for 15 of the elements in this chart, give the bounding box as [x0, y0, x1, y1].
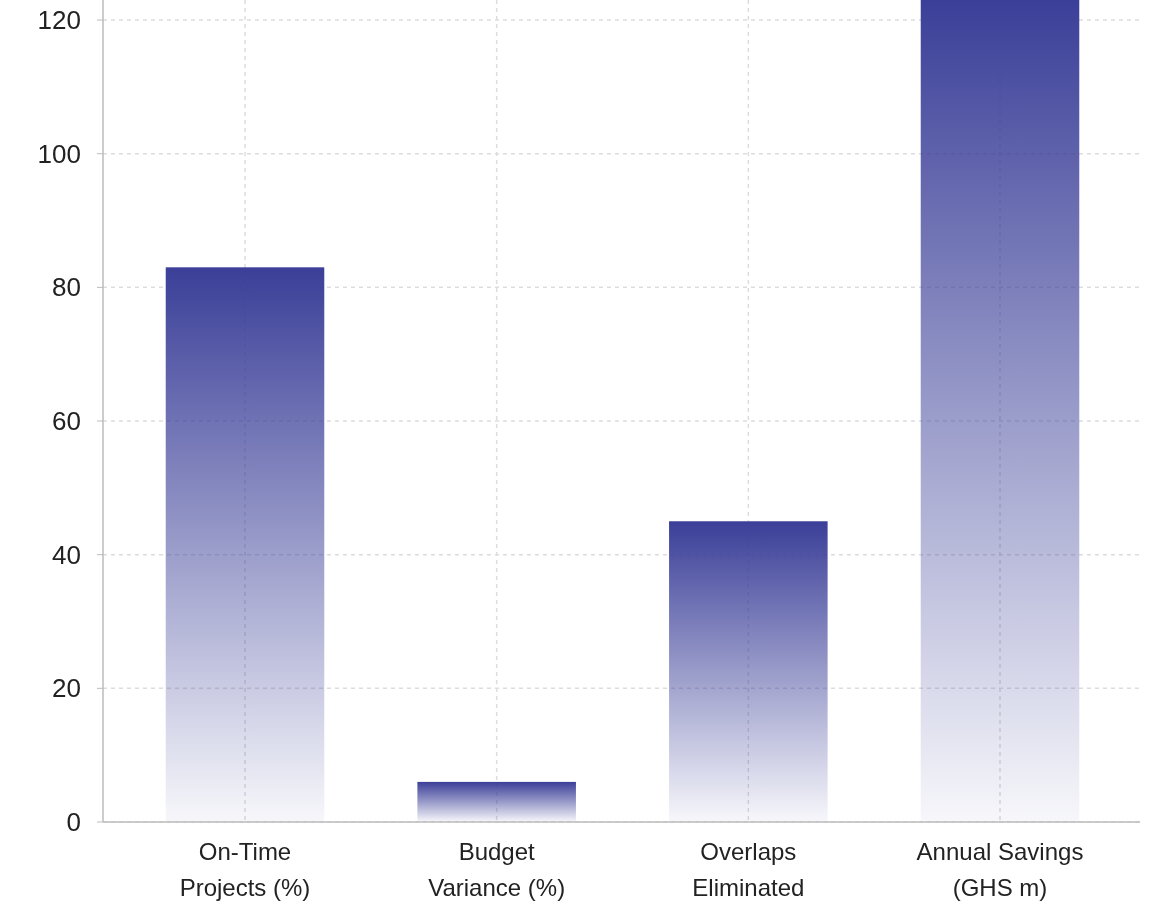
x-tick-label: On-Time Projects (%) — [179, 838, 311, 901]
bar — [165, 267, 325, 822]
x-tick-label: Overlaps Eliminated — [692, 838, 805, 901]
y-tick-label: 60 — [52, 406, 81, 437]
x-tick-label: Annual Savings (GHS m) — [916, 838, 1084, 901]
bar — [920, 0, 1080, 822]
y-tick-label: 120 — [37, 5, 81, 36]
bar — [417, 781, 576, 822]
y-tick-label: 40 — [52, 539, 81, 570]
y-tick-label: 0 — [66, 807, 81, 837]
bar — [669, 521, 828, 822]
x-tick-label: Budget Variance (%) — [428, 838, 566, 901]
y-tick-label: 100 — [37, 138, 81, 169]
y-tick-label: 80 — [52, 272, 81, 303]
y-tick-label: 20 — [52, 673, 81, 704]
